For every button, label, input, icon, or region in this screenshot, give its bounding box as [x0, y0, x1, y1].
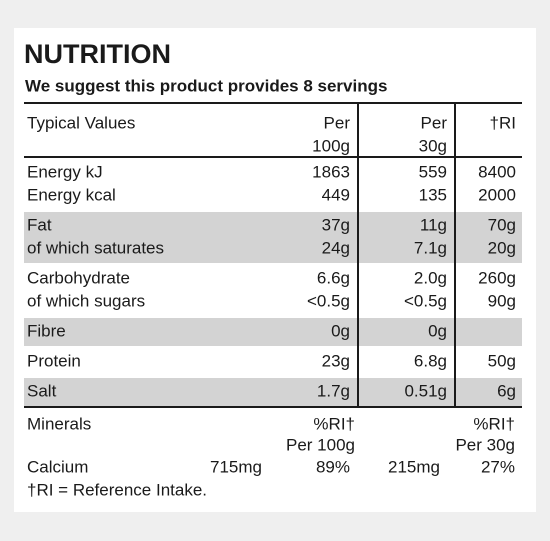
nutrient-value: 1863 [312, 162, 350, 181]
nutrient-value: 90g [488, 291, 516, 310]
row-shading [24, 318, 522, 346]
nutrient-label: of which saturates [27, 238, 164, 257]
nutrient-value: 6.8g [414, 351, 447, 370]
nutrient-label: Fat [27, 215, 52, 234]
nutrient-value: 0.51g [404, 381, 447, 400]
nutrient-label: Carbohydrate [27, 268, 130, 287]
mineral-value: 715mg [210, 457, 262, 476]
title: NUTRITION [24, 39, 171, 69]
mineral-value: 27% [481, 457, 515, 476]
nutrient-value: 2000 [478, 185, 516, 204]
nutrient-value: 6.6g [317, 268, 350, 287]
nutrient-value: <0.5g [307, 291, 350, 310]
column-header: Per [324, 113, 351, 132]
mineral-value: 89% [316, 457, 350, 476]
nutrient-value: 559 [419, 162, 447, 181]
nutrient-value: 260g [478, 268, 516, 287]
column-header: Typical Values [27, 113, 135, 132]
nutrient-label: Protein [27, 351, 81, 370]
minerals-header: Per 30g [455, 435, 515, 454]
nutrient-value: <0.5g [404, 291, 447, 310]
subtitle: We suggest this product provides 8 servi… [25, 76, 387, 95]
panel-background [14, 28, 536, 512]
minerals-label: Minerals [27, 414, 91, 433]
nutrient-value: 0g [428, 321, 447, 340]
minerals-header: %RI† [473, 414, 515, 433]
row-shading [24, 378, 522, 406]
column-header: 100g [312, 136, 350, 155]
column-header: 30g [419, 136, 447, 155]
nutrient-value: 70g [488, 215, 516, 234]
nutrient-value: 449 [322, 185, 350, 204]
nutrient-label: Energy kJ [27, 162, 103, 181]
footnote: †RI = Reference Intake. [27, 480, 207, 499]
nutrient-value: 135 [419, 185, 447, 204]
nutrient-label: Fibre [27, 321, 66, 340]
nutrient-value: 24g [322, 238, 350, 257]
nutrient-value: 8400 [478, 162, 516, 181]
nutrient-value: 23g [322, 351, 350, 370]
minerals-header: %RI† [313, 414, 355, 433]
nutrient-value: 20g [488, 238, 516, 257]
nutrient-label: Energy kcal [27, 185, 116, 204]
nutrient-value: 6g [497, 381, 516, 400]
nutrient-value: 1.7g [317, 381, 350, 400]
nutrient-value: 7.1g [414, 238, 447, 257]
nutrient-label: of which sugars [27, 291, 145, 310]
row-shading [24, 212, 522, 263]
nutrient-value: 2.0g [414, 268, 447, 287]
nutrient-label: Salt [27, 381, 57, 400]
nutrient-value: 50g [488, 351, 516, 370]
mineral-label: Calcium [27, 457, 88, 476]
column-header: Per [421, 113, 448, 132]
nutrient-value: 0g [331, 321, 350, 340]
mineral-value: 215mg [388, 457, 440, 476]
nutrient-value: 37g [322, 215, 350, 234]
nutrient-value: 11g [420, 215, 447, 234]
minerals-header: Per 100g [286, 435, 355, 454]
column-header: †RI [490, 113, 516, 132]
